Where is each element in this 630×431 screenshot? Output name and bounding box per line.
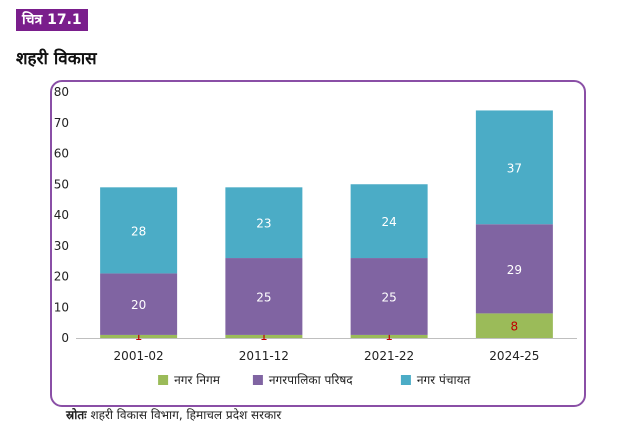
source-text: शहरी विकास विभाग, हिमाचल प्रदेश सरकार: [90, 408, 282, 422]
y-tick-label: 30: [54, 239, 69, 253]
chart-frame: [50, 80, 586, 407]
bar-segment: [225, 258, 303, 335]
legend-label: नगरपालिका परिषद: [269, 373, 353, 387]
y-tick-label: 40: [54, 208, 69, 222]
bar-segment: [350, 334, 428, 338]
bar-segment: [350, 258, 428, 335]
data-label: 23: [256, 217, 271, 231]
y-tick-label: 0: [61, 331, 69, 345]
data-label: 29: [507, 263, 522, 277]
bar-segment: [100, 273, 178, 335]
x-tick-label: 2001-02: [114, 349, 164, 363]
data-label: 1: [135, 329, 143, 343]
bar-segment: [225, 334, 303, 338]
data-label: 24: [381, 215, 396, 229]
y-tick-label: 70: [54, 116, 69, 130]
source-label: स्रोतः: [66, 408, 87, 422]
y-tick-label: 50: [54, 177, 69, 191]
x-tick-label: 2024-25: [489, 349, 539, 363]
bar-segment: [100, 334, 178, 338]
data-label: 20: [131, 298, 146, 312]
bar-segment: [475, 313, 553, 338]
data-label: 1: [260, 329, 268, 343]
bar-segment: [350, 184, 428, 259]
legend-swatch: [252, 375, 263, 385]
data-label: 8: [511, 320, 519, 334]
y-tick-label: 80: [54, 85, 69, 99]
x-tick-label: 2021-22: [364, 349, 414, 363]
figure-label: चित्र 17.1: [16, 9, 88, 31]
data-label: 25: [256, 290, 271, 304]
legend-swatch: [400, 375, 411, 385]
y-tick-label: 20: [54, 270, 69, 284]
bar-segment: [475, 110, 553, 225]
data-label: 37: [507, 161, 522, 175]
chart-title: शहरी विकास: [16, 49, 97, 69]
y-tick-label: 60: [54, 147, 69, 161]
x-tick-label: 2011-12: [239, 349, 289, 363]
data-label: 28: [131, 224, 146, 238]
legend-label: नगर निगम: [174, 373, 221, 387]
data-label: 25: [381, 290, 396, 304]
source-note: स्रोतः शहरी विकास विभाग, हिमाचल प्रदेश स…: [66, 406, 281, 423]
bar-segment: [225, 187, 303, 259]
legend-swatch: [158, 375, 169, 385]
bar-segment: [100, 187, 178, 274]
data-label: 1: [385, 329, 393, 343]
legend-label: नगर पंचायत: [417, 373, 472, 387]
bar-segment: [475, 224, 553, 314]
y-tick-label: 10: [54, 300, 69, 314]
